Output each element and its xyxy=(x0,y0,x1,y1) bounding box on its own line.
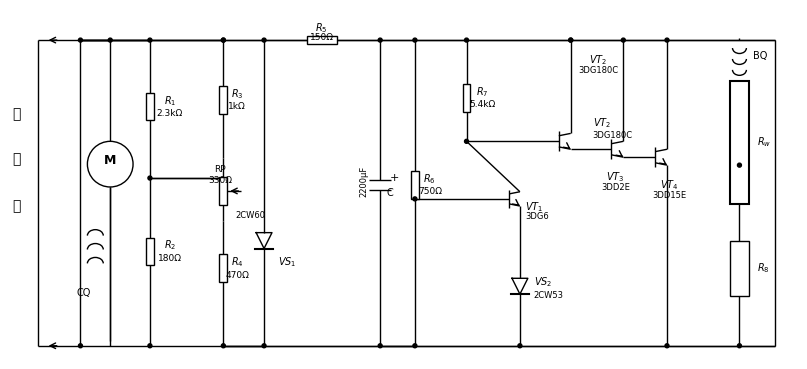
Text: +: + xyxy=(390,173,399,183)
Text: 接: 接 xyxy=(13,107,21,121)
Text: 2.3kΩ: 2.3kΩ xyxy=(157,109,183,118)
Circle shape xyxy=(621,38,625,42)
Text: 470Ω: 470Ω xyxy=(225,271,249,280)
Circle shape xyxy=(221,38,225,42)
Circle shape xyxy=(665,344,669,348)
Bar xyxy=(146,93,154,121)
Circle shape xyxy=(413,344,417,348)
Circle shape xyxy=(738,344,742,348)
Bar xyxy=(462,84,470,111)
Circle shape xyxy=(569,38,573,42)
Text: RP: RP xyxy=(215,165,226,174)
Circle shape xyxy=(221,344,225,348)
Circle shape xyxy=(413,38,417,42)
Circle shape xyxy=(78,38,82,42)
Circle shape xyxy=(148,176,152,180)
Text: $VS_2$: $VS_2$ xyxy=(533,275,552,289)
Circle shape xyxy=(518,344,522,348)
Bar xyxy=(730,241,750,296)
Circle shape xyxy=(738,163,742,167)
Circle shape xyxy=(569,38,573,42)
Text: 1kΩ: 1kΩ xyxy=(228,102,246,111)
Text: $R_5$: $R_5$ xyxy=(316,21,328,35)
Text: 330Ω: 330Ω xyxy=(208,176,232,184)
Text: $VT_1$: $VT_1$ xyxy=(525,200,543,214)
Bar xyxy=(730,81,750,204)
Circle shape xyxy=(148,38,152,42)
Circle shape xyxy=(413,197,417,201)
Circle shape xyxy=(378,344,383,348)
Text: 3DD2E: 3DD2E xyxy=(601,183,629,193)
Circle shape xyxy=(465,139,469,143)
Text: BQ: BQ xyxy=(754,51,767,61)
Text: 3DG6: 3DG6 xyxy=(525,212,549,221)
Text: $R_8$: $R_8$ xyxy=(757,262,770,275)
Circle shape xyxy=(262,344,266,348)
Text: 2CW53: 2CW53 xyxy=(533,291,564,300)
Circle shape xyxy=(665,38,669,42)
Text: 5.4kΩ: 5.4kΩ xyxy=(470,100,495,109)
Circle shape xyxy=(465,38,469,42)
Circle shape xyxy=(148,344,152,348)
Text: 3DD15E: 3DD15E xyxy=(652,192,686,200)
Text: M: M xyxy=(104,154,116,167)
Circle shape xyxy=(221,38,225,42)
Text: 负: 负 xyxy=(13,152,21,166)
Text: 2CW60: 2CW60 xyxy=(235,211,266,220)
Bar xyxy=(307,36,337,44)
Text: $VS_1$: $VS_1$ xyxy=(278,255,296,269)
Text: 2200μF: 2200μF xyxy=(360,165,369,197)
Text: 150Ω: 150Ω xyxy=(310,32,333,42)
Bar xyxy=(220,255,228,282)
Text: C: C xyxy=(387,188,394,198)
Circle shape xyxy=(87,141,133,187)
Circle shape xyxy=(108,38,112,42)
Bar xyxy=(220,177,228,205)
Text: $VT_2$: $VT_2$ xyxy=(592,117,611,130)
Text: $R_1$: $R_1$ xyxy=(164,94,176,107)
Circle shape xyxy=(78,344,82,348)
Bar xyxy=(146,238,154,265)
Bar xyxy=(220,86,228,114)
Text: CQ: CQ xyxy=(76,288,90,298)
Text: $VT_4$: $VT_4$ xyxy=(659,178,678,192)
Text: $R_2$: $R_2$ xyxy=(164,239,176,252)
Text: 载: 载 xyxy=(13,199,21,213)
Text: 750Ω: 750Ω xyxy=(418,187,441,196)
Circle shape xyxy=(262,38,266,42)
Text: 180Ω: 180Ω xyxy=(158,254,182,263)
Text: 3DG180C: 3DG180C xyxy=(579,66,619,75)
Text: $VT_3$: $VT_3$ xyxy=(606,170,625,184)
Text: 3DG180C: 3DG180C xyxy=(592,131,633,140)
Text: $R_6$: $R_6$ xyxy=(424,172,436,186)
Text: $R_w$: $R_w$ xyxy=(757,135,771,149)
Text: $R_4$: $R_4$ xyxy=(231,255,244,269)
Bar xyxy=(411,171,419,199)
Text: $R_7$: $R_7$ xyxy=(476,85,489,99)
Text: $R_3$: $R_3$ xyxy=(231,87,244,101)
Text: $VT_2$: $VT_2$ xyxy=(589,53,608,67)
Circle shape xyxy=(378,38,383,42)
